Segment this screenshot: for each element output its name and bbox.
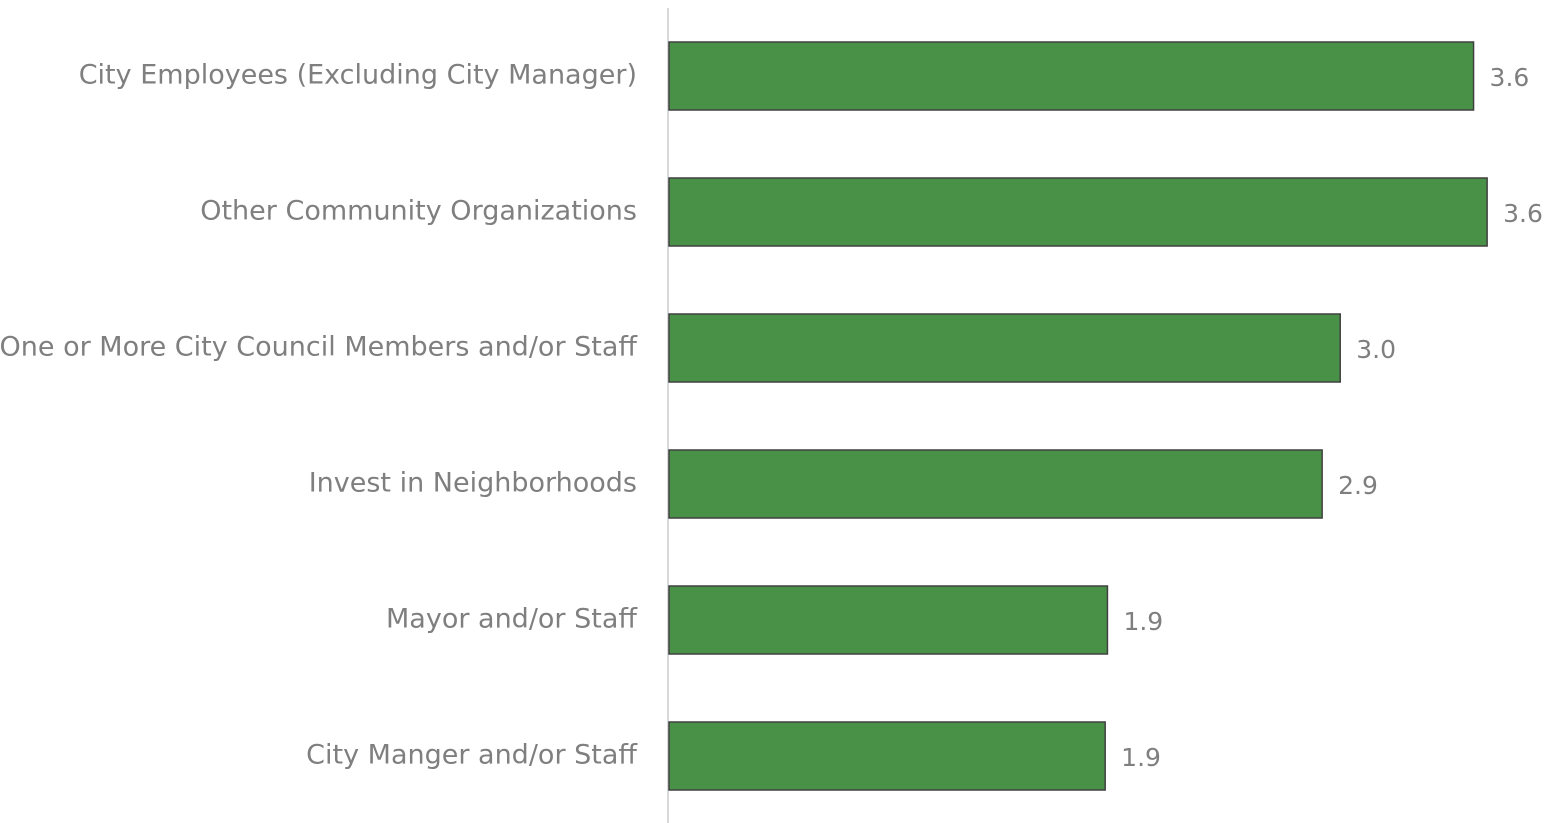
bar <box>668 721 1106 791</box>
category-label: Mayor and/or Staff <box>386 604 638 635</box>
bar <box>668 585 1109 655</box>
value-label: 1.9 <box>1121 743 1161 772</box>
category-label: City Manger and/or Staff <box>306 740 638 771</box>
bar <box>668 313 1341 383</box>
value-label: 3.6 <box>1490 63 1530 92</box>
category-label: One or More City Council Members and/or … <box>0 332 638 363</box>
category-label: Invest in Neighborhoods <box>309 468 637 499</box>
value-label: 3.0 <box>1356 335 1396 364</box>
value-label: 3.6 <box>1503 199 1543 228</box>
bar <box>668 177 1488 247</box>
value-label: 2.9 <box>1338 471 1378 500</box>
category-label: City Employees (Excluding City Manager) <box>79 60 637 91</box>
value-label: 1.9 <box>1123 607 1163 636</box>
bar <box>668 449 1323 519</box>
bar <box>668 41 1475 111</box>
category-label: Other Community Organizations <box>200 196 637 227</box>
